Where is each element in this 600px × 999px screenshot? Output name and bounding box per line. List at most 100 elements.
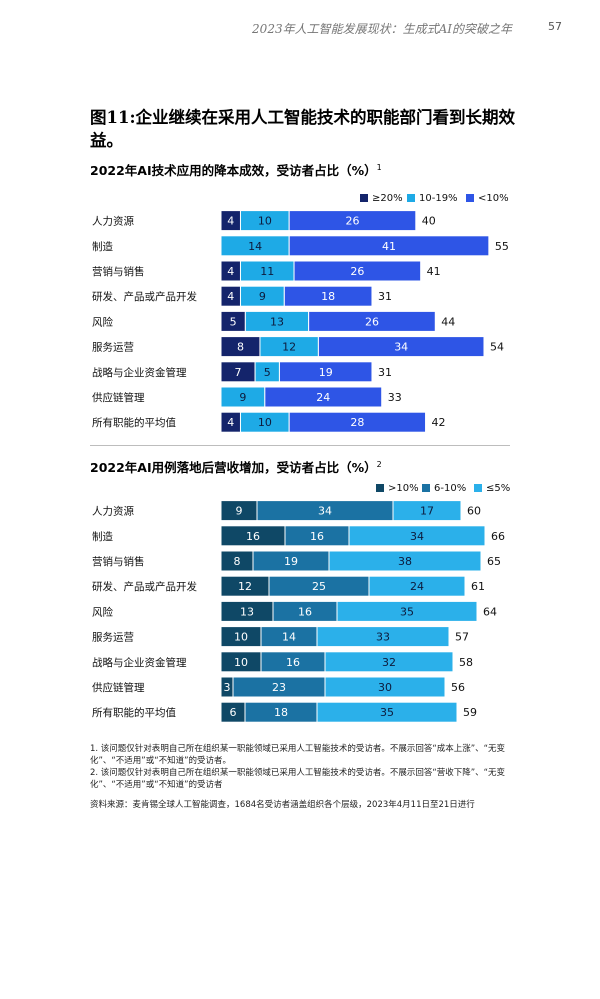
data-label: 19 [284, 555, 298, 568]
data-label: 16 [286, 656, 300, 669]
chart-2-plot: 人力资源 9 34 17 60 制造 16 16 34 66 营销与销售 8 19 38 65 研发、产品或产… [92, 500, 505, 723]
total-label: 66 [491, 530, 505, 543]
bar-segment [368, 575, 466, 597]
total-label: 31 [378, 290, 392, 303]
data-label: 18 [321, 290, 335, 303]
legend-swatch [407, 194, 415, 202]
data-label: 10 [234, 631, 248, 644]
data-label: 19 [319, 366, 333, 379]
data-label: 3 [224, 681, 231, 694]
data-label: 16 [298, 605, 312, 618]
section-divider [90, 445, 510, 446]
data-label: 34 [318, 505, 332, 518]
total-label: 44 [441, 315, 455, 328]
chart-2-legend-item: ≤5% [474, 483, 510, 494]
bar-segment [328, 550, 482, 572]
data-label: 26 [365, 315, 379, 328]
legend-label: 6-10% [434, 483, 467, 494]
bar-segment [288, 210, 417, 232]
data-label: 26 [345, 215, 359, 228]
total-label: 42 [432, 416, 446, 429]
total-label: 31 [378, 366, 392, 379]
category-label: 供应链管理 [92, 681, 145, 694]
legend-swatch [474, 484, 482, 492]
data-label: 12 [238, 580, 252, 593]
data-label: 5 [230, 315, 237, 328]
total-label: 54 [490, 341, 504, 354]
total-label: 60 [467, 505, 481, 518]
data-label: 12 [282, 341, 296, 354]
data-label: 9 [259, 290, 266, 303]
footnotes: 1. 该问题仅针对表明自己所在组织某一职能领域已采用人工智能技术的受访者。不展示… [90, 743, 510, 811]
legend-swatch [360, 194, 368, 202]
chart-2-title: 2022年AI用例落地后营收增加，受访者占比（%）2 [90, 457, 382, 476]
footnote-1: 1. 该问题仅针对表明自己所在组织某一职能领域已采用人工智能技术的受访者。不展示… [90, 744, 506, 766]
chart-1-footnote-ref: 1 [376, 162, 382, 172]
data-label: 17 [420, 505, 434, 518]
total-label: 61 [471, 580, 485, 593]
source-note: 资料来源：麦肯锡全球人工智能调查，1684名受访者涵盖组织各个层级，2023年4… [90, 800, 475, 810]
data-label: 9 [239, 391, 246, 404]
data-label: 18 [274, 706, 288, 719]
total-label: 56 [451, 681, 465, 694]
chart-1-title: 2022年AI技术应用的降本成效，受访者占比（%）1 [90, 160, 382, 179]
bar-segment [288, 235, 490, 257]
data-label: 30 [378, 681, 392, 694]
category-label: 所有职能的平均值 [92, 706, 176, 719]
bar-segment [317, 336, 485, 358]
data-label: 14 [282, 631, 296, 644]
bar-segment [336, 600, 478, 622]
bar-segment [316, 626, 450, 648]
data-label: 38 [398, 555, 412, 568]
data-label: 24 [316, 391, 330, 404]
legend-label: >10% [388, 483, 419, 494]
chart-2-legend-item: >10% [376, 483, 419, 494]
category-label: 制造 [92, 240, 113, 253]
data-label: 4 [227, 265, 234, 278]
total-label: 33 [388, 391, 402, 404]
total-label: 59 [463, 706, 477, 719]
bar-segment [288, 411, 427, 433]
category-label: 服务运营 [92, 341, 134, 354]
data-label: 10 [258, 416, 272, 429]
data-label: 35 [400, 605, 414, 618]
data-label: 8 [237, 341, 244, 354]
data-label: 26 [350, 265, 364, 278]
data-label: 16 [246, 530, 260, 543]
running-header: 2023年人工智能发展现状：生成式AI的突破之年 57 [0, 20, 600, 40]
data-label: 35 [380, 706, 394, 719]
page-number: 57 [548, 20, 562, 33]
legend-swatch [422, 484, 430, 492]
legend-swatch [376, 484, 384, 492]
data-label: 9 [236, 505, 243, 518]
bar-segment [348, 525, 486, 547]
category-label: 风险 [92, 605, 113, 618]
data-label: 4 [227, 290, 234, 303]
category-label: 人力资源 [92, 505, 134, 518]
total-label: 58 [459, 656, 473, 669]
bar-segment [324, 676, 446, 698]
data-label: 32 [382, 656, 396, 669]
chart-2-title-text: 2022年AI用例落地后营收增加，受访者占比（%） [90, 460, 377, 475]
total-label: 57 [455, 631, 469, 644]
running-title: 2023年人工智能发展现状：生成式AI的突破之年 [252, 22, 512, 36]
chart-1-legend-item: <10% [466, 193, 509, 204]
category-label: 供应链管理 [92, 391, 145, 404]
category-label: 战略与企业资金管理 [92, 656, 187, 669]
data-label: 6 [230, 706, 237, 719]
data-label: 11 [260, 265, 274, 278]
figure-title: 图11:企业继续在采用人工智能技术的职能部门看到长期效益。 [90, 108, 516, 150]
chart-1-legend-item: ≥20% [360, 193, 403, 204]
category-label: 所有职能的平均值 [92, 416, 176, 429]
data-label: 10 [258, 215, 272, 228]
bar-segment [324, 651, 454, 673]
data-label: 13 [270, 315, 284, 328]
category-label: 营销与销售 [92, 555, 145, 568]
data-label: 16 [310, 530, 324, 543]
data-label: 14 [248, 240, 262, 253]
legend-label: 10-19% [419, 193, 458, 204]
category-label: 风险 [92, 315, 113, 328]
category-label: 研发、产品或产品开发 [92, 580, 197, 593]
data-label: 4 [227, 215, 234, 228]
